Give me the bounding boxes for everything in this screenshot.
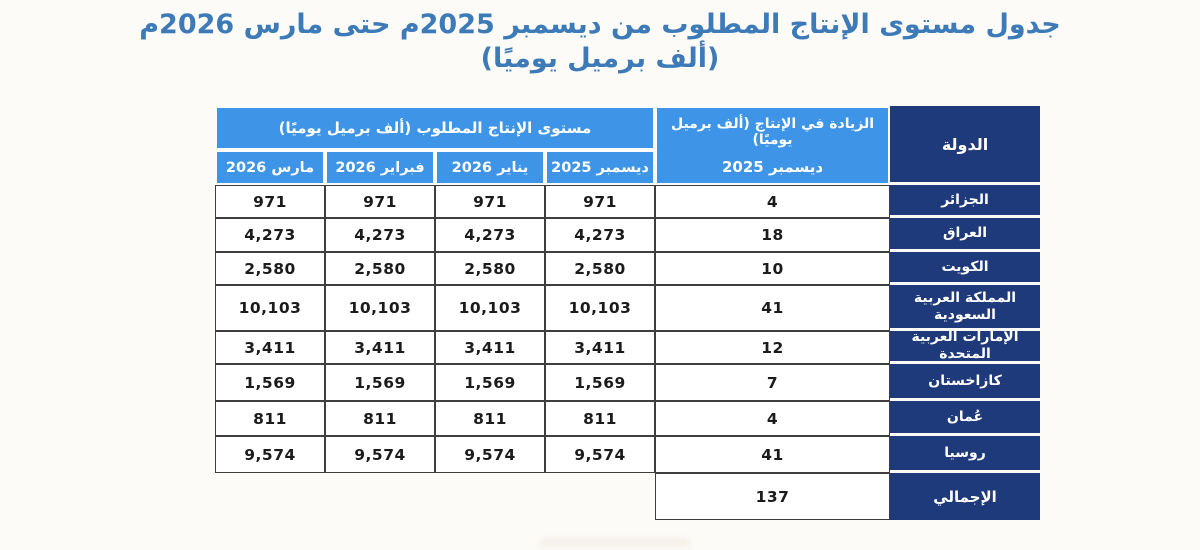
month-header-feb-2026: فبراير 2026 (325, 150, 435, 185)
value-cell: 811 (435, 401, 545, 436)
country-cell: عُمان (890, 401, 1040, 436)
value-cell: 3,411 (325, 331, 435, 364)
increase-cell: 10 (655, 252, 890, 285)
value-cell: 10,103 (215, 285, 325, 331)
production-group-header: مستوى الإنتاج المطلوب (ألف برميل يوميًا) (215, 106, 655, 150)
total-country-cell: الإجمالي (890, 473, 1040, 520)
increase-header-line2: ديسمبر 2025 (721, 157, 824, 176)
value-cell: 4,273 (215, 218, 325, 252)
value-cell: 811 (325, 401, 435, 436)
value-cell: 9,574 (545, 436, 655, 473)
country-cell: الإمارات العربية المتحدة (890, 331, 1040, 364)
value-cell: 4,273 (435, 218, 545, 252)
value-cell: 3,411 (435, 331, 545, 364)
country-cell: المملكة العربية السعودية (890, 285, 1040, 331)
value-cell: 2,580 (325, 252, 435, 285)
value-cell: 3,411 (215, 331, 325, 364)
country-cell: كازاخستان (890, 364, 1040, 401)
value-cell: 1,569 (545, 364, 655, 401)
country-cell: روسيا (890, 436, 1040, 473)
value-cell: 10,103 (545, 285, 655, 331)
page-title-line1: جدول مستوى الإنتاج المطلوب من ديسمبر 202… (139, 9, 1061, 40)
production-table: مستوى الإنتاج المطلوب (ألف برميل يوميًا)… (215, 106, 1040, 520)
total-increase-cell: 137 (655, 473, 890, 520)
increase-cell: 7 (655, 364, 890, 401)
month-header-jan-2026: يناير 2026 (435, 150, 545, 185)
bottom-watermark-smudge (540, 538, 690, 547)
value-cell: 971 (215, 185, 325, 218)
value-cell: 3,411 (545, 331, 655, 364)
country-column-header: الدولة (890, 106, 1040, 185)
increase-cell: 41 (655, 436, 890, 473)
increase-column-header: الزيادة في الإنتاج (ألف برميل يوميًا) دي… (655, 106, 890, 185)
country-cell: الجزائر (890, 185, 1040, 218)
value-cell: 9,574 (215, 436, 325, 473)
value-cell: 10,103 (325, 285, 435, 331)
increase-cell: 4 (655, 185, 890, 218)
country-cell: الكويت (890, 252, 1040, 285)
value-cell: 2,580 (435, 252, 545, 285)
increase-cell: 4 (655, 401, 890, 436)
value-cell: 971 (325, 185, 435, 218)
value-cell: 971 (545, 185, 655, 218)
value-cell: 2,580 (545, 252, 655, 285)
value-cell: 1,569 (325, 364, 435, 401)
increase-cell: 12 (655, 331, 890, 364)
month-header-mar-2026: مارس 2026 (215, 150, 325, 185)
increase-cell: 41 (655, 285, 890, 331)
value-cell: 9,574 (325, 436, 435, 473)
page-title: جدول مستوى الإنتاج المطلوب من ديسمبر 202… (0, 8, 1200, 76)
month-header-dec-2025: ديسمبر 2025 (545, 150, 655, 185)
value-cell: 811 (545, 401, 655, 436)
value-cell: 1,569 (215, 364, 325, 401)
value-cell: 10,103 (435, 285, 545, 331)
value-cell: 2,580 (215, 252, 325, 285)
value-cell: 971 (435, 185, 545, 218)
page-title-line2: (ألف برميل يوميًا) (480, 43, 720, 74)
value-cell: 811 (215, 401, 325, 436)
value-cell: 9,574 (435, 436, 545, 473)
value-cell: 4,273 (325, 218, 435, 252)
increase-cell: 18 (655, 218, 890, 252)
value-cell: 4,273 (545, 218, 655, 252)
country-cell: العراق (890, 218, 1040, 252)
increase-header-line1: الزيادة في الإنتاج (ألف برميل يوميًا) (670, 115, 875, 148)
value-cell: 1,569 (435, 364, 545, 401)
